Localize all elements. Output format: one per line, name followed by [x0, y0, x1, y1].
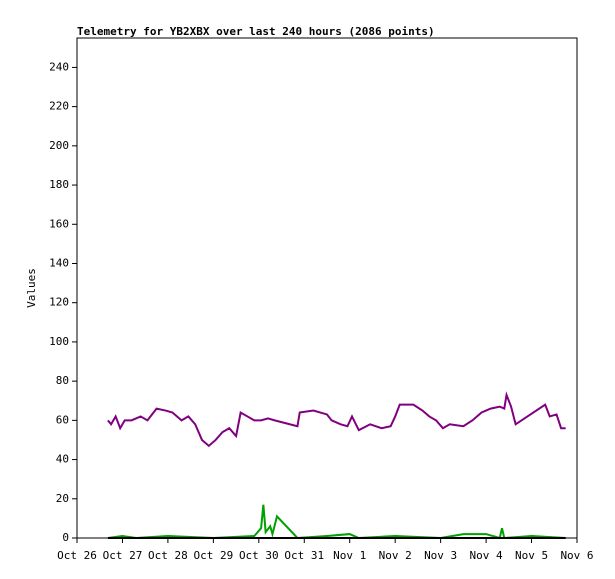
y-tick-label: 140: [49, 256, 69, 269]
x-tick-label: Oct 26: [57, 549, 97, 562]
x-tick-label: Nov 5: [515, 549, 548, 562]
x-tick-label: Oct 29: [193, 549, 233, 562]
x-tick-label: Oct 31: [284, 549, 324, 562]
y-tick-label: 60: [56, 413, 69, 426]
series-line: [107, 391, 566, 448]
y-tick-label: 220: [49, 100, 69, 113]
x-tick-label: Nov 3: [424, 549, 457, 562]
y-tick-label: 120: [49, 296, 69, 309]
x-tick-label: Oct 28: [148, 549, 188, 562]
y-tick-label: 100: [49, 335, 69, 348]
y-tick-label: 180: [49, 178, 69, 191]
x-tick-label: Nov 1: [333, 549, 366, 562]
x-tick-label: Oct 27: [103, 549, 143, 562]
y-tick-label: 200: [49, 139, 69, 152]
x-tick-label: Nov 6: [560, 549, 593, 562]
y-tick-label: 80: [56, 374, 69, 387]
x-tick-label: Oct 30: [239, 549, 279, 562]
y-tick-label: 40: [56, 453, 69, 466]
plot-frame: [76, 37, 578, 539]
y-tick-label: 20: [56, 492, 69, 505]
y-tick-label: 0: [62, 531, 69, 544]
y-tick-label: 240: [49, 60, 69, 73]
x-tick-label: Nov 2: [379, 549, 412, 562]
chart-title: Telemetry for YB2XBX over last 240 hours…: [77, 25, 435, 38]
series-line: [107, 504, 566, 540]
x-tick-label: Nov 4: [470, 549, 503, 562]
y-tick-label: 160: [49, 217, 69, 230]
y-axis-label: Values: [25, 268, 38, 308]
